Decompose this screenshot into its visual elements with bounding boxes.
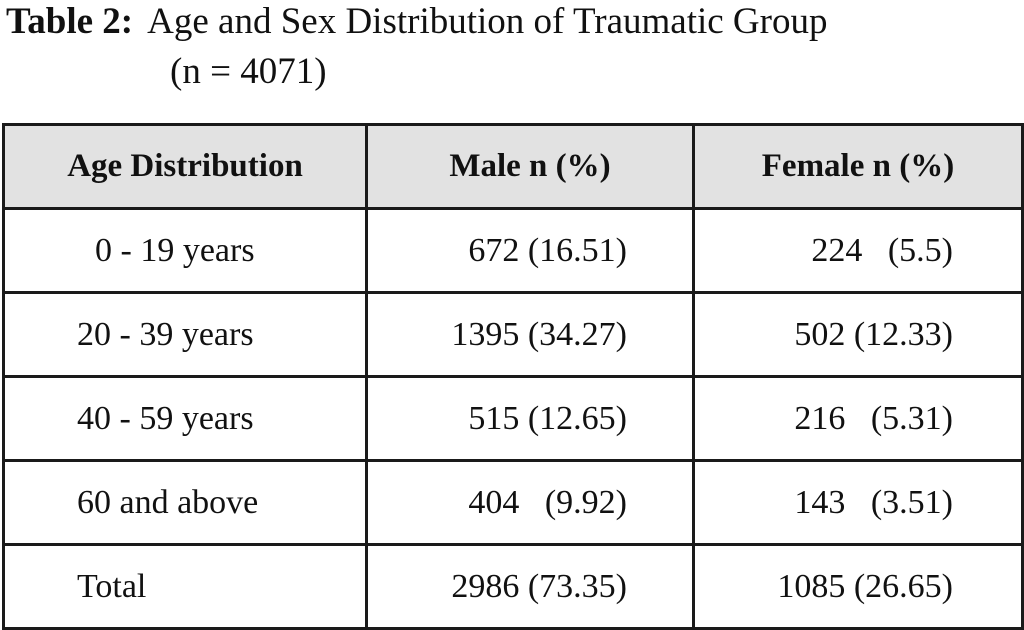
age-group-cell: 40 - 59 years [2,375,368,462]
table-sample-size: (n = 4071) [170,51,327,92]
table-header-row: Age Distribution Male n (%) Female n (%) [2,123,1024,210]
table-total-row: Total 2986 (73.35) 1085 (26.65) [2,543,1024,630]
age-group-cell: 60 and above [2,459,368,546]
male-total-cell: 2986 (73.35) [365,543,695,630]
male-count-cell: 515 (12.65) [365,375,695,462]
table-row: 20 - 39 years 1395 (34.27) 502 (12.33) [2,291,1024,378]
table-title: Age and Sex Distribution of Traumatic Gr… [147,1,828,42]
female-count-cell: 216 (5.31) [692,375,1024,462]
caption-line-1: Table 2: Age and Sex Distribution of Trau… [6,0,827,44]
male-count-cell: 672 (16.51) [365,207,695,294]
table-row: 0 - 19 years 672 (16.51) 224 (5.5) [2,207,1024,294]
female-total-cell: 1085 (26.65) [692,543,1024,630]
female-count-cell: 143 (3.51) [692,459,1024,546]
table-row: 40 - 59 years 515 (12.65) 216 (5.31) [2,375,1024,462]
male-count-cell: 1395 (34.27) [365,291,695,378]
table-row: 60 and above 404 (9.92) 143 (3.51) [2,459,1024,546]
total-label-cell: Total [2,543,368,630]
table-label: Table 2: [6,1,134,42]
age-sex-distribution-table: Age Distribution Male n (%) Female n (%)… [2,123,1024,630]
female-count-cell: 224 (5.5) [692,207,1024,294]
female-count-cell: 502 (12.33) [692,291,1024,378]
header-female: Female n (%) [692,123,1024,210]
age-group-cell: 0 - 19 years [2,207,368,294]
header-male: Male n (%) [365,123,695,210]
male-count-cell: 404 (9.92) [365,459,695,546]
header-age-distribution: Age Distribution [2,123,368,210]
age-group-cell: 20 - 39 years [2,291,368,378]
